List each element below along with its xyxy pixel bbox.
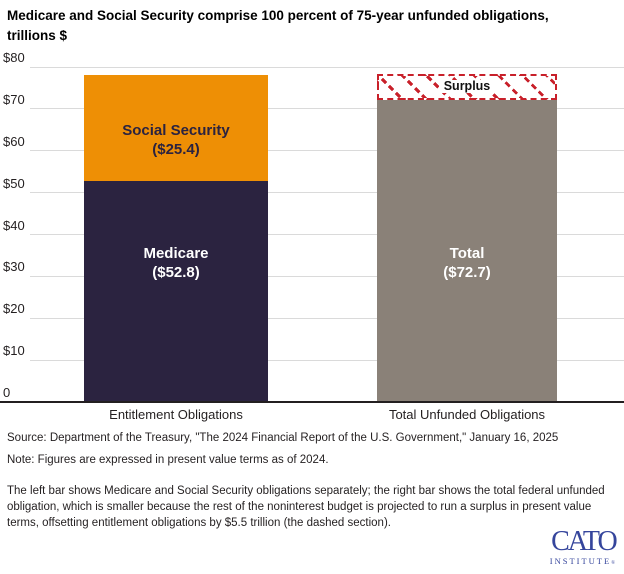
y-axis-tick-label: $40	[3, 217, 25, 233]
registered-mark: ®	[611, 561, 617, 566]
segment-label-medicare: Medicare ($52.8)	[143, 244, 209, 281]
chart-title-line2: trillions $	[7, 27, 68, 43]
gridline-20	[30, 317, 624, 319]
gridline-80	[30, 66, 624, 68]
gridline-50	[30, 192, 624, 194]
y-axis-tick-label: $50	[3, 175, 25, 191]
gridline-30	[30, 275, 624, 277]
y-axis-tick-label: $20	[3, 301, 25, 317]
logo-subtitle: INSTITUTE®	[550, 557, 617, 566]
segment-label-social-security: Social Security ($25.4)	[122, 122, 230, 159]
surplus-overlay: Surplus	[377, 73, 557, 100]
y-axis-tick-label: $30	[3, 259, 25, 275]
bar-segment-social-security: Social Security ($25.4)	[84, 74, 268, 181]
figure-caption: The left bar shows Medicare and Social S…	[7, 485, 605, 529]
x-axis-label-total: Total Unfunded Obligations	[388, 407, 546, 422]
logo-subtitle-text: INSTITUTE	[549, 556, 612, 566]
logo-wordmark: CATO	[551, 526, 618, 557]
y-axis-tick-label: $60	[3, 133, 25, 149]
x-axis-baseline	[0, 401, 624, 403]
figure-note: Note: Figures are expressed in present v…	[7, 454, 329, 466]
segment-label-total: Total ($72.7)	[443, 244, 491, 281]
y-axis-tick-label: $10	[3, 343, 25, 359]
chart-title: Medicare and Social Security comprise 10…	[7, 6, 617, 45]
bar-segment-total: Total ($72.7)	[377, 97, 557, 402]
y-axis-tick-label: 0	[3, 385, 11, 400]
x-axis-label-entitlement: Entitlement Obligations	[109, 407, 243, 422]
source-note: Source: Department of the Treasury, "The…	[7, 432, 559, 444]
bar-segment-medicare: Medicare ($52.8)	[84, 180, 268, 402]
chart-title-line1: Medicare and Social Security comprise 10…	[7, 8, 549, 23]
y-axis-tick-label: $70	[3, 91, 25, 107]
gridline-60	[30, 150, 624, 152]
gridline-40	[30, 234, 624, 235]
cato-institute-logo: CATO INSTITUTE®	[550, 526, 618, 567]
gridline-10	[30, 359, 624, 361]
surplus-label: Surplus	[438, 80, 496, 94]
gridline-70	[30, 108, 624, 110]
y-axis-tick-label: $80	[3, 50, 25, 65]
